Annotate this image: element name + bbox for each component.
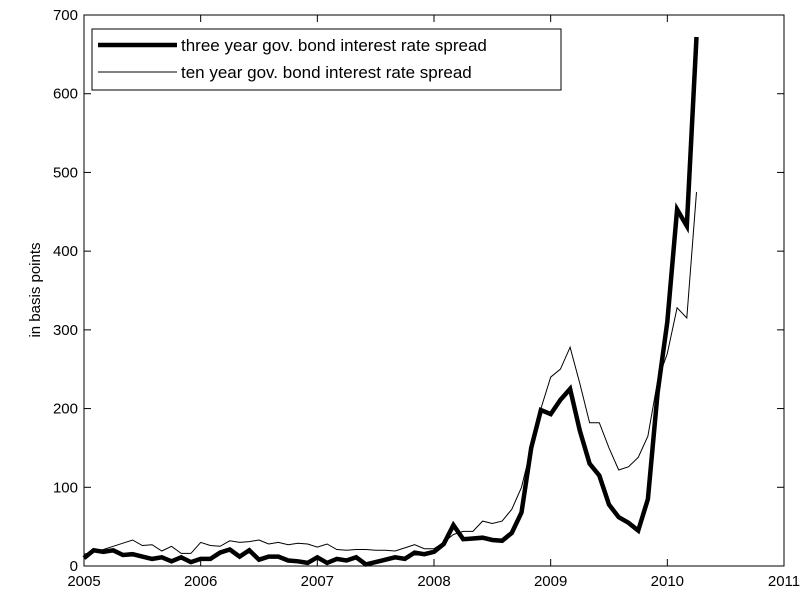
y-tick-label: 400 [53,243,78,260]
x-tick-label: 2005 [67,573,100,590]
y-axis-title: in basis points [27,242,44,337]
x-tick-label: 2010 [651,573,684,590]
x-tick-label: 2011 [768,573,800,590]
legend-label-ten-year: ten year gov. bond interest rate spread [181,63,472,82]
x-tick-label: 2009 [534,573,567,590]
y-tick-label: 500 [53,164,78,181]
x-tick-label: 2007 [301,573,334,590]
legend-box [91,28,562,91]
y-tick-label: 300 [53,322,78,339]
x-tick-label: 2008 [417,573,450,590]
x-tick-label: 2006 [184,573,217,590]
y-tick-label: 600 [53,86,78,103]
series-line-three-year [82,36,699,567]
y-tick-label: 200 [53,401,78,418]
y-tick-label: 700 [53,7,78,24]
y-tick-label: 0 [70,558,78,575]
x-axis: 2005 2006 2007 2008 2009 2010 2011 [67,15,800,590]
series-layer [82,36,699,567]
legend-label-three-year: three year gov. bond interest rate sprea… [181,36,487,55]
y-axis: 0 100 200 300 400 500 600 700 [53,7,784,575]
legend: three year gov. bond interest rate sprea… [91,28,562,91]
plot-area [83,14,785,567]
series-line-ten-year [83,192,697,555]
y-tick-label: 100 [53,479,78,496]
